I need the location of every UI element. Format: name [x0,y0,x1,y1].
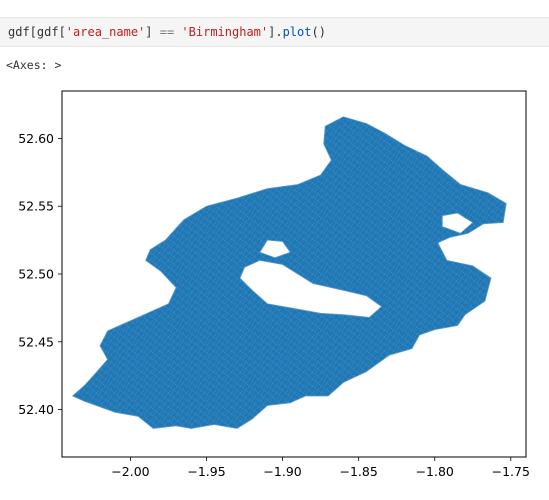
code-token: gdf[gdf[ [8,25,66,39]
x-tick-label: −1.90 [263,464,301,479]
code-token: ] [145,25,160,39]
x-tick-label: −1.80 [416,464,454,479]
code-token: 'Birmingham' [181,25,269,39]
code-token: 'area_name' [65,25,146,39]
code-line[interactable]: gdf[gdf['area_name'] == 'Birmingham'].pl… [8,25,326,39]
code-token: ]. [268,25,283,39]
code-cell[interactable]: gdf[gdf['area_name'] == 'Birmingham'].pl… [0,17,549,47]
x-tick-label: −1.85 [339,464,377,479]
x-tick-label: −1.95 [187,464,225,479]
code-token: plot [282,25,312,39]
code-token: () [311,25,326,39]
y-tick-label: 52.60 [18,131,54,146]
plot-figure: −2.00 −1.95 −1.90 −1.85 −1.80 −1.75 52.40 52.4… [0,80,549,496]
y-tick-label: 52.45 [18,334,54,349]
output-text: <Axes: > [6,58,62,72]
birmingham-region [71,116,507,429]
y-tick-label: 52.55 [18,199,54,214]
y-tick-label: 52.40 [18,402,54,417]
map-plot: −2.00 −1.95 −1.90 −1.85 −1.80 −1.75 52.40 52.4… [18,90,530,479]
y-tick-label: 52.50 [18,267,54,282]
code-token: == [159,25,175,39]
x-tick-label: −2.00 [111,464,149,479]
x-tick-label: −1.75 [492,464,530,479]
